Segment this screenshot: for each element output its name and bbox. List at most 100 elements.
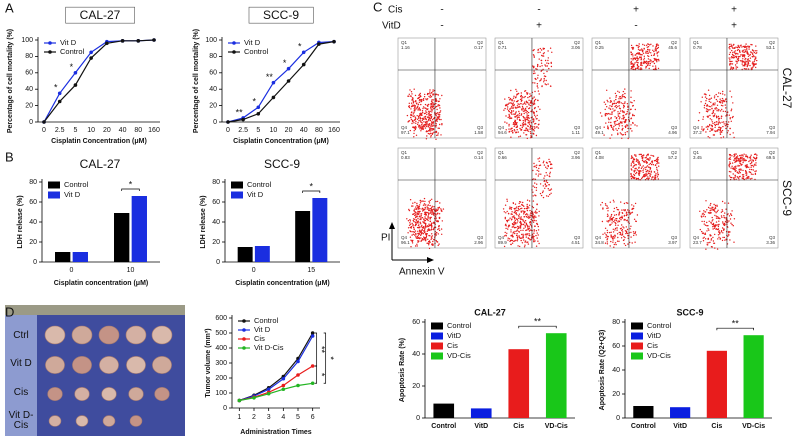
event-dot: [439, 107, 440, 108]
event-dot: [415, 105, 416, 106]
event-dot: [415, 230, 416, 231]
event-dot: [543, 73, 544, 74]
event-dot: [634, 115, 635, 116]
event-dot: [753, 160, 754, 161]
event-dot: [419, 204, 420, 205]
event-dot: [438, 208, 439, 209]
event-dot: [616, 207, 617, 208]
event-dot: [423, 205, 424, 206]
event-dot: [523, 228, 524, 229]
event-dot: [503, 208, 504, 209]
event-dot: [427, 108, 428, 109]
event-dot: [607, 100, 608, 101]
event-dot: [515, 122, 516, 123]
event-dot: [709, 106, 710, 107]
event-dot: [429, 235, 430, 236]
event-dot: [514, 217, 515, 218]
event-dot: [606, 106, 607, 107]
event-dot: [712, 126, 713, 127]
event-dot: [702, 119, 703, 120]
event-dot: [725, 99, 726, 100]
quadrant-value: 53.1: [766, 45, 775, 50]
event-dot: [439, 112, 440, 113]
event-dot: [534, 115, 535, 116]
event-dot: [423, 239, 424, 240]
event-dot: [620, 219, 621, 220]
event-dot: [430, 108, 431, 109]
event-dot: [605, 122, 606, 123]
event-dot: [606, 90, 607, 91]
event-dot: [534, 230, 535, 231]
event-dot: [533, 216, 534, 217]
event-dot: [533, 54, 534, 55]
event-dot: [607, 113, 608, 114]
treatment-label: Cis: [388, 5, 402, 16]
event-dot: [436, 232, 437, 233]
event-dot: [617, 91, 618, 92]
chart-title: SCC-9: [264, 157, 300, 171]
event-dot: [432, 212, 433, 213]
event-dot: [505, 212, 506, 213]
event-dot: [623, 105, 624, 106]
event-dot: [507, 201, 508, 202]
event-dot: [544, 78, 545, 79]
event-dot: [754, 52, 755, 53]
event-dot: [649, 51, 650, 52]
event-dot: [428, 120, 429, 121]
event-dot: [514, 227, 515, 228]
chart-title: CAL-27: [474, 307, 506, 317]
event-dot: [526, 206, 527, 207]
event-dot: [438, 245, 439, 246]
event-dot: [425, 98, 426, 99]
event-dot: [519, 115, 520, 116]
event-dot: [514, 129, 515, 130]
event-dot: [711, 105, 712, 106]
x-tick-label: 40: [300, 127, 308, 134]
x-tick-label: 4: [281, 414, 285, 421]
event-dot: [524, 208, 525, 209]
event-dot: [428, 96, 429, 97]
flow-panel: [495, 148, 583, 248]
event-dot: [703, 210, 704, 211]
event-dot: [624, 121, 625, 122]
event-dot: [524, 241, 525, 242]
event-dot: [740, 161, 741, 162]
point: [105, 41, 109, 45]
event-dot: [642, 170, 643, 171]
event-dot: [737, 176, 738, 177]
event-dot: [753, 55, 754, 56]
event-dot: [718, 109, 719, 110]
event-dot: [521, 92, 522, 93]
event-dot: [634, 154, 635, 155]
event-dot: [431, 135, 432, 136]
event-dot: [418, 104, 419, 105]
event-dot: [713, 104, 714, 105]
event-dot: [431, 92, 432, 93]
event-dot: [739, 176, 740, 177]
event-dot: [534, 128, 535, 129]
event-dot: [621, 224, 622, 225]
event-dot: [724, 240, 725, 241]
event-dot: [441, 95, 442, 96]
point: [332, 40, 336, 44]
event-dot: [718, 224, 719, 225]
point: [74, 71, 78, 75]
event-dot: [549, 176, 550, 177]
event-dot: [415, 211, 416, 212]
event-dot: [518, 136, 519, 137]
event-dot: [537, 52, 538, 53]
event-dot: [742, 61, 743, 62]
event-dot: [742, 162, 743, 163]
event-dot: [744, 160, 745, 161]
event-dot: [633, 233, 634, 234]
event-dot: [742, 56, 743, 57]
event-dot: [438, 104, 439, 105]
event-dot: [604, 102, 605, 103]
event-dot: [634, 242, 635, 243]
event-dot: [627, 243, 628, 244]
event-dot: [735, 171, 736, 172]
event-dot: [616, 117, 617, 118]
event-dot: [733, 68, 734, 69]
event-dot: [537, 232, 538, 233]
event-dot: [720, 238, 721, 239]
